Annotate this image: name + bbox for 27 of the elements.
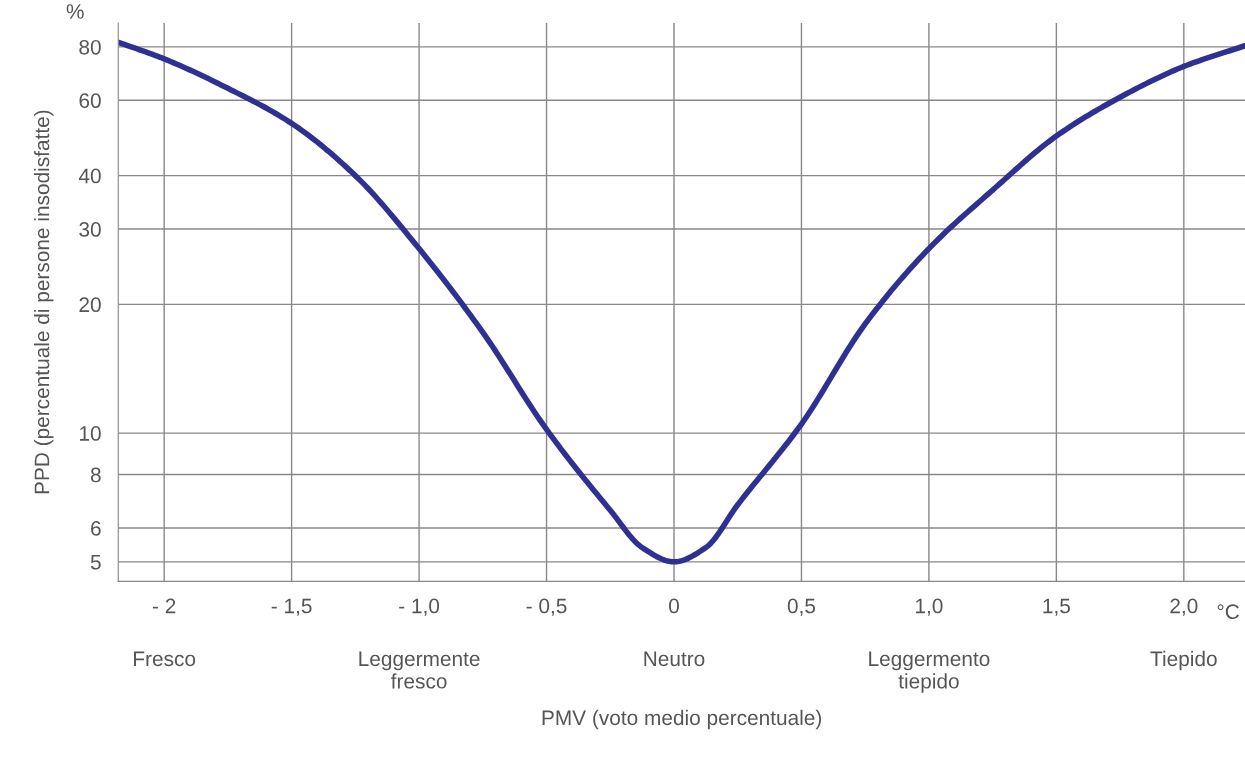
y-tick-label: 20 (79, 297, 101, 313)
x-tick-label: - 1,5 (271, 598, 312, 616)
x-tick-label: 0 (669, 598, 679, 614)
x-tick-label: - 2 (152, 598, 176, 614)
x-tick-label: 1,5 (1043, 598, 1070, 616)
text: Fresco (134, 651, 196, 667)
x-tick-label: 1,0 (916, 598, 943, 616)
y-tick-label: 60 (79, 93, 101, 109)
y-tick-label: 5 (90, 555, 101, 570)
y-tick-label: 6 (91, 520, 101, 536)
y-axis-title: PPD (percentuale di persone insodisfatte) (34, 110, 54, 494)
text: % (66, 4, 84, 19)
text: °C (1217, 604, 1239, 620)
y-tick-label: 40 (78, 168, 101, 184)
y-tick-label: 10 (80, 426, 101, 441)
x-axis-title: PMV (voto medio percentuale) (542, 709, 822, 730)
y-tick-label: 8 (90, 467, 101, 483)
y-tick-label: 80 (79, 39, 101, 55)
text: Leggermente fresco (359, 651, 480, 689)
x-tick-label: - 0,5 (526, 598, 567, 616)
x-tick-label: - 1,0 (399, 598, 440, 616)
text: Neutro (644, 651, 705, 667)
x-tick-label: 0,5 (787, 598, 816, 616)
text: Leggermento tiepido (869, 651, 990, 693)
x-tick-label: 2,0 (1170, 598, 1198, 616)
y-tick-label: 30 (79, 222, 101, 237)
text: Tiepido (1150, 650, 1217, 671)
